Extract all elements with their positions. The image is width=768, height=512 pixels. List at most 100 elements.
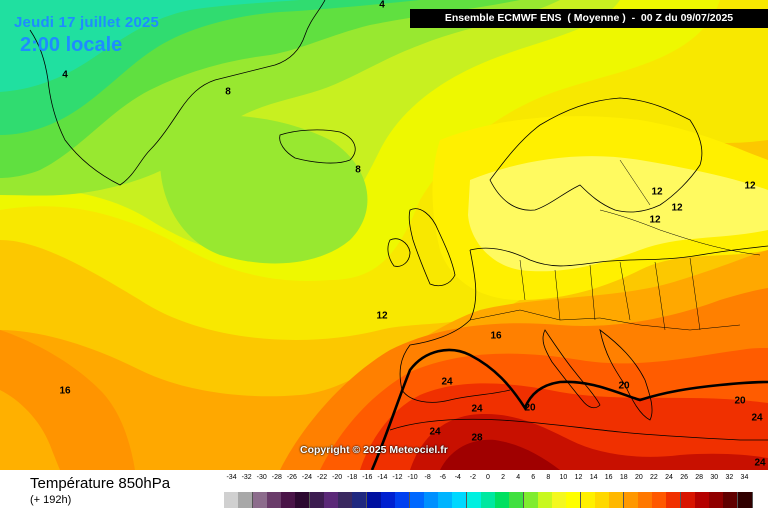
scale-tick-label: -28 bbox=[271, 474, 282, 481]
scale-tick-label: -32 bbox=[241, 474, 252, 481]
scale-swatch bbox=[323, 492, 339, 508]
scale-swatch bbox=[609, 492, 625, 508]
map-canvas bbox=[0, 0, 768, 470]
scale-swatch bbox=[595, 492, 611, 508]
model-banner: Ensemble ECMWF ENS ( Moyenne ) - 00 Z du… bbox=[410, 9, 768, 28]
isotherm-label: 4 bbox=[62, 69, 68, 81]
scale-tick-label: 14 bbox=[589, 474, 598, 481]
scale-swatch bbox=[352, 492, 368, 508]
scale-swatch bbox=[566, 492, 582, 508]
scale-swatch bbox=[537, 492, 553, 508]
scale-swatch bbox=[637, 492, 653, 508]
scale-tick-label: -14 bbox=[377, 474, 388, 481]
isotherm-label: 16 bbox=[59, 385, 71, 397]
scale-tick-label: -8 bbox=[424, 474, 431, 481]
temperature-map[interactable]: 4 4 8 8 12 12 12 12 12 16 16 20 20 20 24 24 24 24 24 28 Jeu… bbox=[0, 0, 768, 470]
scale-swatch bbox=[366, 492, 382, 508]
scale-swatch bbox=[709, 492, 725, 508]
temperature-color-scale: -34 -32 -30 -28 -26 -24 -22 -20 -18 -16 -14 -12 -10-… bbox=[224, 474, 753, 508]
scale-tick-label: -24 bbox=[301, 474, 313, 481]
isotherm-label: 24 bbox=[754, 457, 766, 469]
scale-swatch bbox=[295, 492, 311, 508]
scale-tick-label: -30 bbox=[256, 474, 267, 481]
scale-swatch bbox=[252, 492, 268, 508]
scale-tick-label: 16 bbox=[604, 474, 613, 481]
scale-tick-label: -12 bbox=[392, 474, 403, 481]
local-time: 2:00 locale bbox=[20, 34, 123, 56]
scale-tick-label: 8 bbox=[546, 474, 551, 481]
scale-tick-label: -4 bbox=[454, 474, 461, 481]
scale-swatch bbox=[509, 492, 525, 508]
map-footer: Température 850hPa (+ 192h) -34 -32 -30 -28… bbox=[0, 470, 768, 512]
scale-tick-label: 4 bbox=[516, 474, 521, 481]
isotherm-label: 24 bbox=[429, 426, 441, 438]
scale-tick-label: 32 bbox=[725, 474, 734, 481]
scale-swatch bbox=[652, 492, 668, 508]
isotherm-label: 12 bbox=[649, 214, 661, 226]
copyright-notice: Copyright © 2025 Meteociel.fr bbox=[300, 444, 448, 456]
scale-tick-label: 20 bbox=[634, 474, 643, 481]
isotherm-label: 28 bbox=[471, 432, 483, 444]
scale-swatch bbox=[338, 492, 354, 508]
isotherm-label: 8 bbox=[355, 164, 361, 176]
scale-tick-label: 10 bbox=[559, 474, 568, 481]
scale-tick-label: 24 bbox=[665, 474, 673, 481]
scale-swatch bbox=[552, 492, 568, 508]
scale-swatch bbox=[737, 492, 753, 508]
scale-swatch bbox=[466, 492, 482, 508]
scale-tick-label: 2 bbox=[501, 474, 506, 481]
scale-tick-label: -22 bbox=[316, 474, 328, 481]
scale-swatch bbox=[380, 492, 396, 508]
scale-tick-label: -34 bbox=[226, 474, 237, 481]
scale-tick-label: 12 bbox=[574, 474, 583, 481]
scale-swatch bbox=[281, 492, 297, 508]
scale-swatch bbox=[266, 492, 282, 508]
scale-tick-label: -6 bbox=[439, 474, 446, 481]
scale-swatch bbox=[580, 492, 596, 508]
scale-swatch bbox=[438, 492, 454, 508]
isotherm-label: 24 bbox=[441, 376, 453, 388]
scale-swatch bbox=[523, 492, 539, 508]
scale-tick-label: 6 bbox=[531, 474, 536, 481]
scale-swatch bbox=[680, 492, 696, 508]
isotherm-label: 16 bbox=[490, 330, 502, 342]
scale-tick-label: 28 bbox=[695, 474, 704, 481]
isotherm-label: 12 bbox=[651, 186, 663, 198]
isotherm-label: 12 bbox=[744, 180, 756, 192]
scale-tick-label: -18 bbox=[347, 474, 358, 481]
scale-swatch bbox=[723, 492, 739, 508]
scale-swatch bbox=[480, 492, 496, 508]
scale-tick-label: -2 bbox=[469, 474, 477, 481]
scale-swatch bbox=[423, 492, 439, 508]
isotherm-label: 8 bbox=[225, 86, 231, 98]
scale-swatch bbox=[224, 492, 239, 508]
scale-swatch bbox=[395, 492, 411, 508]
scale-tick-label: 26 bbox=[680, 474, 689, 481]
scale-swatch bbox=[238, 492, 254, 508]
scale-swatch bbox=[694, 492, 710, 508]
scale-tick-label: -16 bbox=[362, 474, 373, 481]
isotherm-label: 12 bbox=[671, 202, 683, 214]
scale-swatch bbox=[623, 492, 639, 508]
scale-swatch bbox=[666, 492, 682, 508]
forecast-date: Jeudi 17 juillet 2025 bbox=[14, 14, 160, 31]
isotherm-label: 24 bbox=[751, 412, 763, 424]
scale-tick-label: 18 bbox=[619, 474, 628, 481]
scale-tick-label: -20 bbox=[332, 474, 343, 481]
isotherm-label: 24 bbox=[471, 403, 483, 415]
scale-swatch bbox=[309, 492, 325, 508]
scale-tick-label: -26 bbox=[286, 474, 297, 481]
forecast-range: (+ 192h) bbox=[30, 494, 72, 506]
scale-tick-label: 0 bbox=[486, 474, 490, 481]
isotherm-label: 20 bbox=[618, 380, 630, 392]
scale-swatch bbox=[409, 492, 425, 508]
scale-tick-label: 30 bbox=[710, 474, 719, 481]
isotherm-label: 12 bbox=[376, 310, 388, 322]
scale-tick-label: 34 bbox=[740, 474, 749, 481]
parameter-title: Température 850hPa bbox=[30, 475, 171, 492]
isotherm-label: 4 bbox=[379, 0, 385, 11]
isotherm-label: 20 bbox=[734, 395, 746, 407]
isotherm-label: 20 bbox=[524, 402, 536, 414]
scale-tick-label: 22 bbox=[650, 474, 658, 481]
